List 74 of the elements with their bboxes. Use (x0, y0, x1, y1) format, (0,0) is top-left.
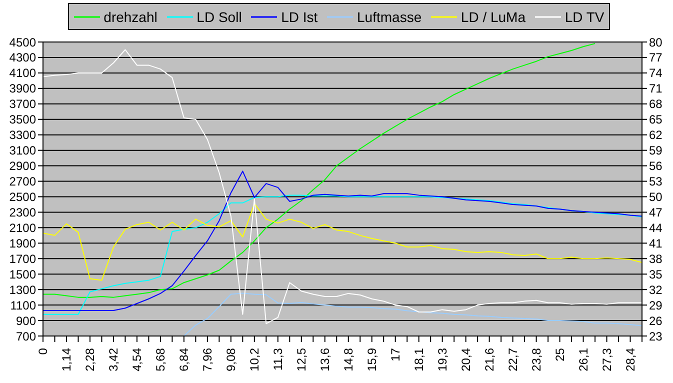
y-tick-label: 4100 (9, 66, 36, 80)
x-tick-label: 4,54 (130, 348, 144, 372)
x-tick-label: 14,8 (341, 348, 356, 372)
x-tick-label: 22,7 (506, 348, 520, 372)
x-tick-label: 12,5 (294, 348, 308, 372)
y-tick-label: 2500 (9, 190, 36, 204)
y-tick-label: 3900 (9, 82, 36, 96)
y2-tick-label: 71 (649, 82, 663, 96)
y-tick-label: 2700 (9, 174, 36, 189)
y2-tick-label: 62 (649, 128, 663, 142)
x-tick-label: 17 (388, 348, 402, 362)
x-tick-label: 20,4 (458, 348, 473, 372)
y-tick-label: 1900 (9, 236, 36, 250)
y2-tick-label: 77 (649, 50, 663, 65)
x-tick-label: 19,3 (435, 348, 450, 372)
x-tick-label: 1,14 (59, 348, 74, 372)
x-tick-label: 21,6 (482, 348, 496, 372)
y-tick-label: 2900 (9, 159, 36, 174)
y2-tick-label: 74 (649, 66, 663, 80)
x-tick-label: 0 (36, 348, 50, 355)
y2-tick-label: 53 (649, 174, 663, 189)
line-series (42, 43, 596, 298)
x-tick-label: 27,3 (600, 348, 614, 372)
y-tick-label: 3100 (9, 144, 36, 158)
x-tick-label: 23,8 (529, 348, 544, 372)
y-tick-label: 1100 (10, 298, 36, 312)
legend-label: Luftmasse (357, 8, 422, 24)
y-tick-label: 2100 (9, 220, 36, 235)
y-tick-label: 700 (16, 329, 36, 344)
x-tick-label: 13,6 (318, 348, 332, 372)
y-tick-label: 2300 (9, 205, 36, 220)
line-series (183, 292, 642, 336)
y2-tick-label: 50 (649, 190, 663, 204)
y2-tick-label: 80 (649, 35, 663, 50)
y2-tick-label: 44 (649, 220, 663, 235)
y2-tick-label: 41 (649, 236, 663, 250)
y-tick-label: 3500 (9, 112, 36, 127)
y-tick-label: 1300 (9, 282, 36, 297)
legend-label: LD Soll (196, 8, 242, 24)
y-tick-label: 900 (16, 314, 36, 328)
y2-tick-label: 65 (649, 112, 663, 127)
y2-tick-label: 23 (649, 329, 663, 344)
legend-label: LD / LuMa (460, 8, 526, 24)
x-tick-label: 9,08 (224, 348, 238, 372)
y-tick-label: 3300 (9, 128, 36, 142)
legend-label: LD TV (564, 8, 604, 24)
x-tick-label: 11,3 (270, 348, 285, 370)
y-tick-label: 1700 (9, 252, 36, 266)
y2-tick-label: 29 (649, 298, 663, 312)
y2-tick-label: 38 (649, 252, 663, 266)
x-tick-label: 28,4 (623, 348, 638, 372)
x-tick-label: 2,28 (82, 348, 97, 372)
x-tick-label: 3,42 (106, 348, 120, 372)
x-tick-label: 25 (552, 348, 567, 362)
x-tick-label: 18,1 (412, 348, 426, 372)
x-tick-label: 6,84 (176, 348, 191, 372)
y2-tick-label: 35 (649, 267, 663, 282)
y2-tick-label: 32 (649, 282, 663, 297)
x-tick-label: 10,2 (247, 348, 262, 372)
x-tick-label: 7,96 (200, 348, 214, 372)
y-tick-label: 4300 (9, 50, 36, 65)
y2-tick-label: 47 (649, 205, 663, 220)
y2-tick-label: 56 (649, 159, 663, 174)
x-tick-label: 5,68 (153, 348, 168, 372)
y-tick-label: 3700 (9, 97, 36, 112)
y2-tick-label: 26 (649, 314, 663, 328)
x-tick-label: 26,1 (576, 348, 590, 372)
y2-tick-label: 68 (649, 97, 663, 112)
legend-label: drehzahl (104, 8, 158, 24)
y2-tick-label: 59 (649, 144, 663, 158)
x-tick-label: 15,9 (364, 348, 379, 372)
legend-label: LD Ist (281, 8, 318, 24)
y-tick-label: 4500 (9, 35, 36, 50)
y-tick-label: 1500 (9, 267, 36, 282)
